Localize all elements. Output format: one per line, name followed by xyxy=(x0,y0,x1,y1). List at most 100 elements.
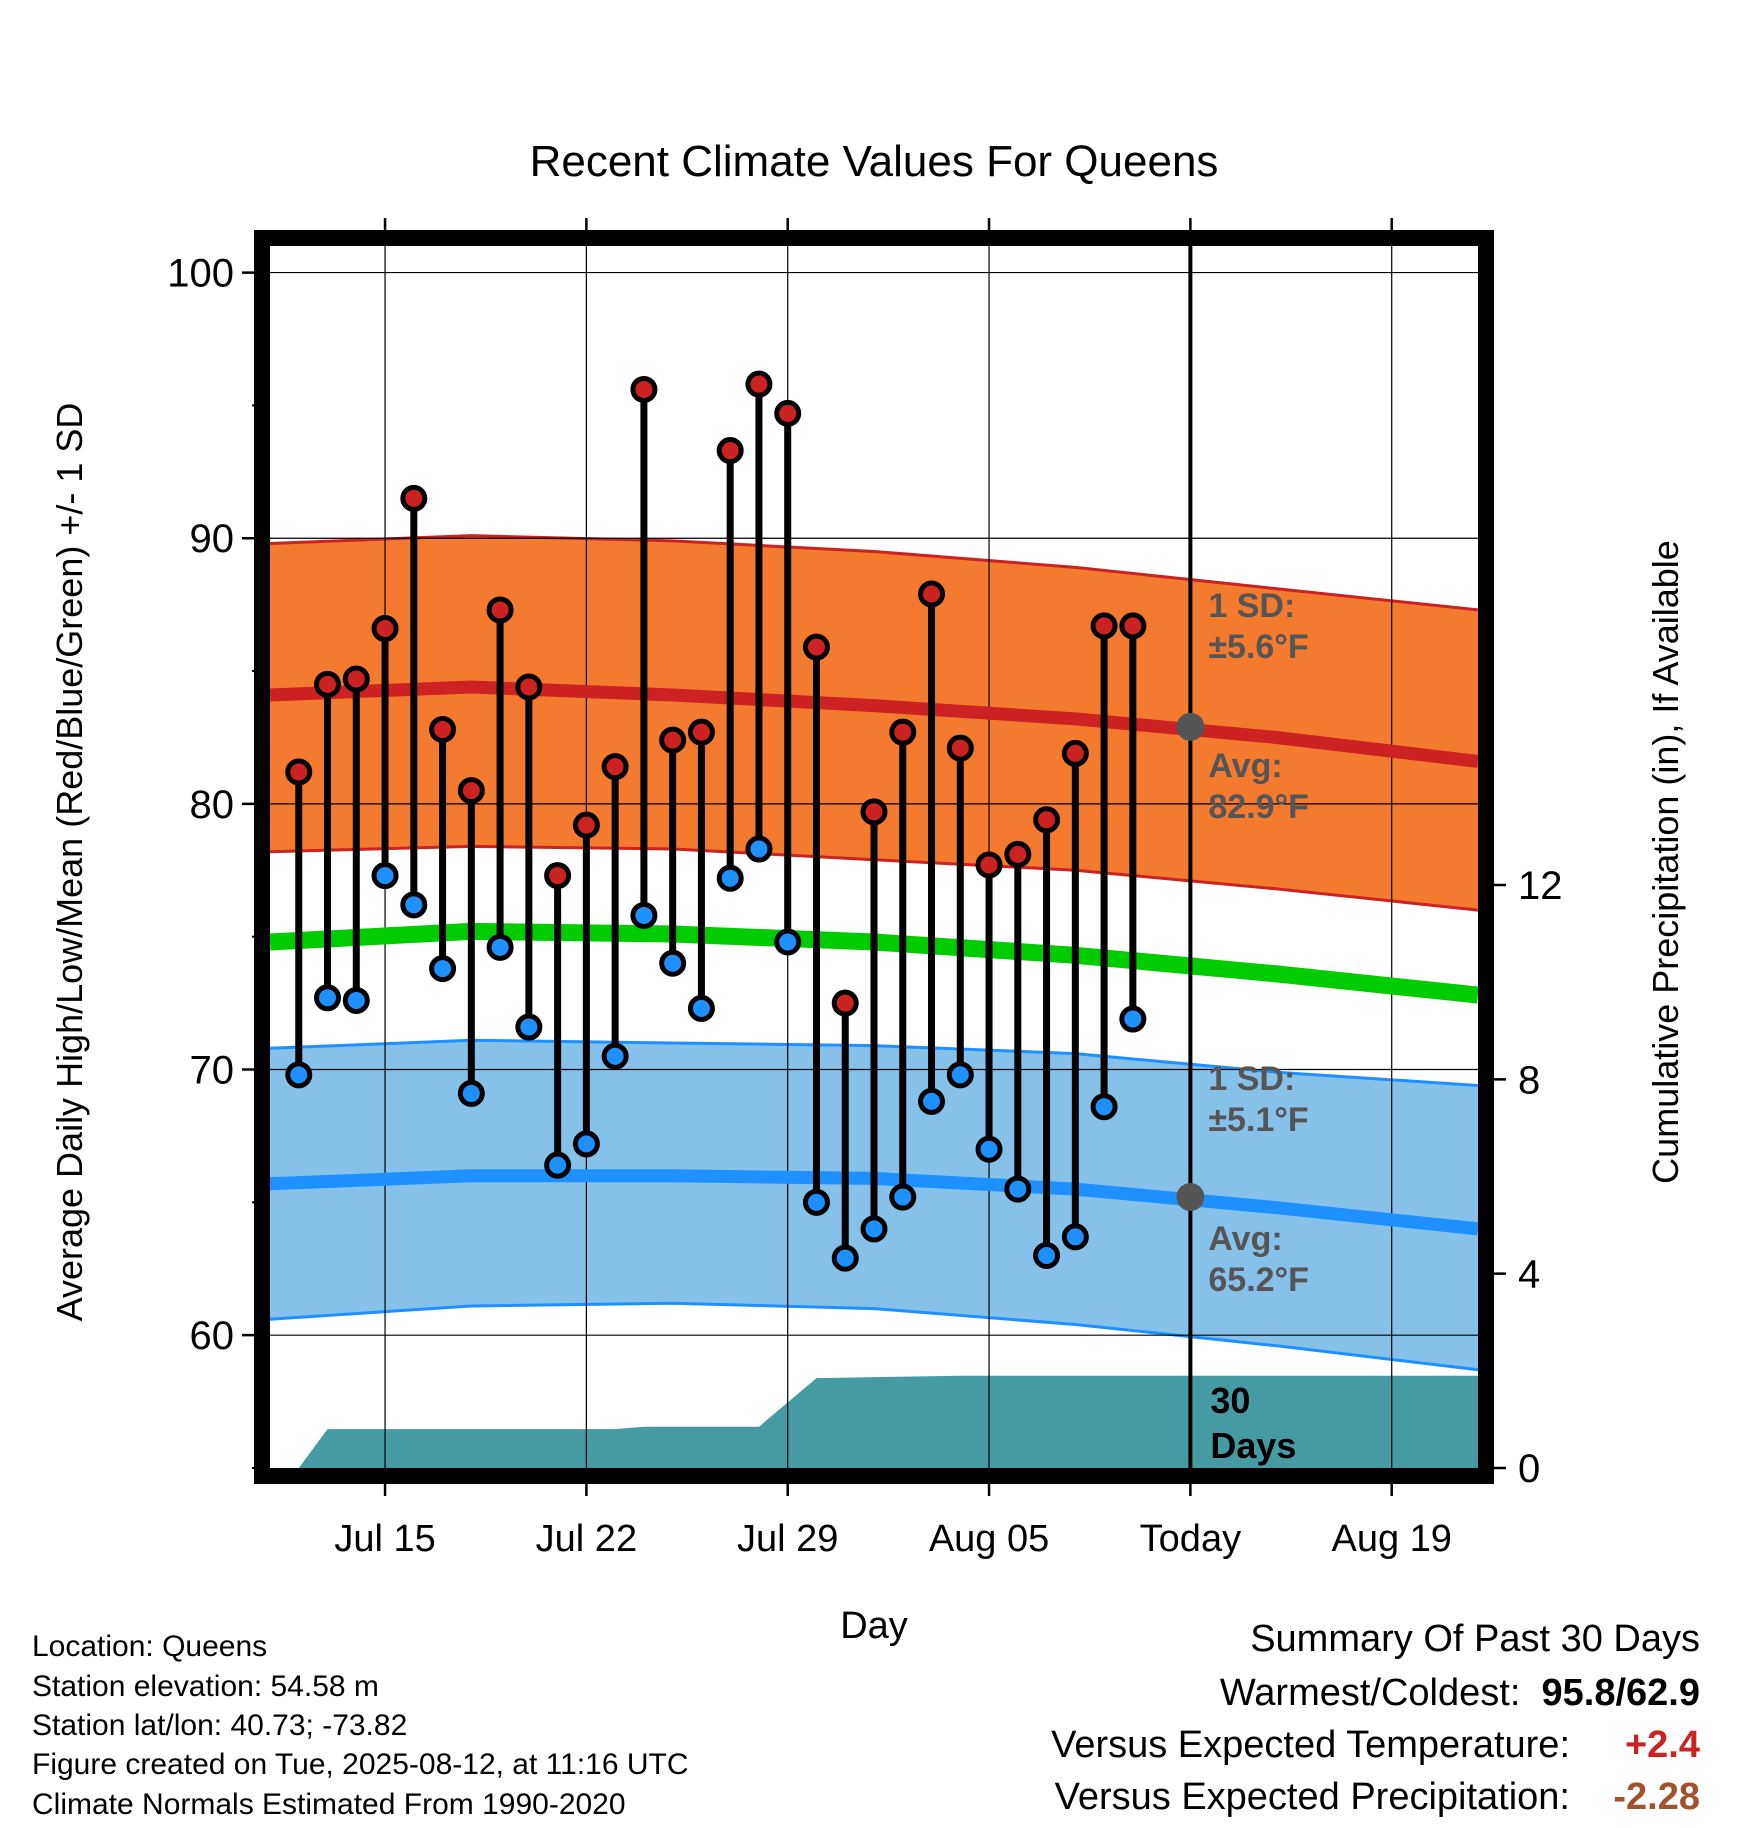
x-axis-label: Day xyxy=(840,1605,908,1647)
obs-high-point xyxy=(457,777,485,805)
obs-low-point xyxy=(918,1087,946,1115)
obs-high-point xyxy=(975,851,1003,879)
obs-low-point xyxy=(572,1130,600,1158)
obs-high-point xyxy=(745,370,773,398)
y2-tick-label: 0 xyxy=(1518,1447,1540,1491)
obs-high-point xyxy=(544,862,572,890)
obs-high-point xyxy=(285,758,313,786)
obs-high-point xyxy=(429,715,457,743)
obs-high-point xyxy=(802,633,830,661)
obs-low-point xyxy=(975,1135,1003,1163)
high-band-edge xyxy=(269,534,1479,612)
obs-high-point xyxy=(371,615,399,643)
obs-low-point xyxy=(687,994,715,1022)
obs-low-point xyxy=(774,928,802,956)
obs-low-point xyxy=(371,862,399,890)
obs-high-point xyxy=(687,718,715,746)
summary-precip-value: -2.28 xyxy=(1613,1776,1700,1818)
obs-low-point xyxy=(457,1079,485,1107)
high-avg-value: 82.9°F xyxy=(1208,788,1309,826)
y2-tick-label: 4 xyxy=(1518,1253,1540,1297)
obs-high-point xyxy=(659,726,687,754)
precip-cumulative-area xyxy=(298,1375,1478,1468)
obs-high-point xyxy=(400,484,428,512)
y-tick-label: 70 xyxy=(190,1049,235,1093)
today-avg-low-marker xyxy=(1176,1183,1205,1212)
obs-low-point xyxy=(802,1188,830,1216)
obs-low-point xyxy=(429,955,457,983)
obs-low-point xyxy=(400,891,428,919)
obs-high-point xyxy=(889,718,917,746)
info-location: Location: Queens xyxy=(32,1630,268,1663)
obs-low-point xyxy=(544,1151,572,1179)
x-tick-label: Jul 15 xyxy=(334,1518,435,1560)
obs-high-point xyxy=(601,753,629,781)
y2-tick-label: 8 xyxy=(1518,1058,1540,1102)
high-sd-value: ±5.6°F xyxy=(1208,628,1308,666)
summary-temp-label: Versus Expected Temperature: xyxy=(1051,1724,1570,1766)
obs-high-point xyxy=(860,798,888,826)
summary-warm-cold: Warmest/Coldest: 95.8/62.9 xyxy=(1220,1672,1700,1715)
observations xyxy=(285,370,1147,1272)
obs-high-point xyxy=(918,580,946,608)
window-count: 30 xyxy=(1210,1380,1250,1421)
obs-low-point xyxy=(342,986,370,1014)
high-avg-label: Avg: xyxy=(1208,747,1282,785)
high-sd-label: 1 SD: xyxy=(1208,587,1295,625)
obs-high-point xyxy=(831,989,859,1017)
low-sd-value: ±5.1°F xyxy=(1208,1101,1308,1139)
obs-high-point xyxy=(572,811,600,839)
summary-precipitation: Versus Expected Precipitation: -2.28 xyxy=(1055,1776,1700,1819)
obs-high-point xyxy=(515,673,543,701)
obs-high-point xyxy=(774,399,802,427)
obs-low-point xyxy=(1090,1093,1118,1121)
obs-high-point xyxy=(1119,612,1147,640)
today-avg-high-marker xyxy=(1176,712,1205,741)
high-sd-band xyxy=(270,535,1478,911)
obs-high-point xyxy=(1033,806,1061,834)
avg-high-line xyxy=(269,680,1479,768)
low-avg-value: 65.2°F xyxy=(1208,1261,1309,1299)
obs-high-point xyxy=(486,596,514,624)
obs-low-point xyxy=(515,1013,543,1041)
low-band-edge xyxy=(269,1301,1479,1372)
obs-low-point xyxy=(1061,1223,1089,1251)
low-sd-label: 1 SD: xyxy=(1208,1060,1295,1098)
window-unit: Days xyxy=(1210,1425,1296,1466)
obs-low-point xyxy=(314,984,342,1012)
obs-low-point xyxy=(889,1183,917,1211)
obs-low-point xyxy=(630,901,658,929)
info-elevation: Station elevation: 54.58 m xyxy=(32,1670,379,1703)
x-tick-label: Jul 29 xyxy=(737,1518,838,1560)
obs-low-point xyxy=(745,835,773,863)
obs-low-point xyxy=(1119,1005,1147,1033)
obs-high-point xyxy=(946,734,974,762)
summary-temperature: Versus Expected Temperature: +2.4 xyxy=(1051,1724,1700,1767)
plot-frame xyxy=(254,230,1494,1484)
obs-high-point xyxy=(1004,840,1032,868)
obs-high-point xyxy=(716,437,744,465)
y-tick-label: 80 xyxy=(190,783,235,827)
obs-low-point xyxy=(831,1244,859,1272)
obs-low-point xyxy=(1033,1241,1061,1269)
summary-warm-cold-label: Warmest/Coldest: xyxy=(1219,1672,1521,1714)
y2-axis-label: Cumulative Precipitation (in), If Availa… xyxy=(1645,540,1686,1184)
info-latlon: Station lat/lon: 40.73; -73.82 xyxy=(32,1709,408,1742)
obs-high-point xyxy=(314,670,342,698)
x-tick-label: Aug 19 xyxy=(1331,1518,1451,1560)
y-tick-label: 60 xyxy=(190,1314,235,1358)
x-tick-label: Aug 05 xyxy=(929,1518,1049,1560)
obs-low-point xyxy=(946,1061,974,1089)
obs-low-point xyxy=(486,933,514,961)
y-tick-label: 100 xyxy=(167,252,234,296)
x-tick-label: Today xyxy=(1140,1518,1241,1560)
y-tick-label: 90 xyxy=(190,517,235,561)
obs-high-point xyxy=(342,665,370,693)
obs-low-point xyxy=(716,864,744,892)
obs-low-point xyxy=(1004,1175,1032,1203)
y2-tick-label: 12 xyxy=(1518,864,1563,908)
obs-high-point xyxy=(1061,739,1089,767)
low-avg-label: Avg: xyxy=(1208,1220,1282,1258)
summary-heading: Summary Of Past 30 Days xyxy=(1250,1618,1700,1660)
